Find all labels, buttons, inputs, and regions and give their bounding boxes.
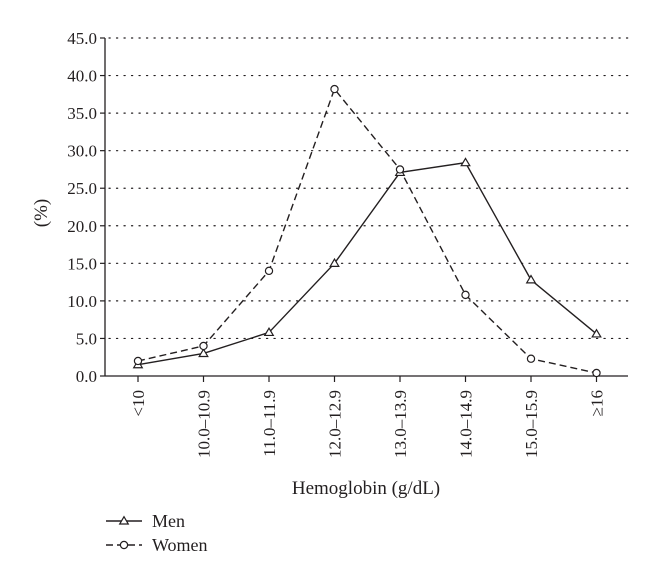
data-point-circle [592,368,601,378]
legend: Men Women [106,511,208,555]
y-tick-label: 25.0 [67,179,97,198]
y-tick-label: 15.0 [67,254,97,273]
x-tick-label: <10 [129,390,148,417]
data-point-circle [526,354,536,363]
data-point-triangle [263,326,275,337]
y-tick-label: 20.0 [67,217,97,236]
y-tick-label: 40.0 [67,67,97,86]
data-point-circle [461,290,470,300]
y-tick-label: 10.0 [67,292,97,311]
y-tick-label: 30.0 [67,142,97,161]
series-lines [132,84,602,378]
y-axis-label: (%) [31,199,52,227]
legend-label-men: Men [152,511,185,531]
y-tick-label: 5.0 [76,329,97,348]
data-point-triangle [329,257,340,267]
data-point-circle [199,341,208,351]
series-line-women [137,87,597,374]
x-tick-label: 14.0–14.9 [457,390,476,458]
x-tick-label: 10.0–10.9 [195,390,214,458]
series-line-men [137,161,597,366]
data-point-circle [119,540,129,550]
y-tick-label: 35.0 [67,104,97,123]
y-tick-labels: 0.0 5.0 10.0 15.0 20.0 25.0 30.0 35.0 40.0 45.0 [67,29,97,386]
data-point-triangle [460,157,471,167]
data-point-triangle [198,347,209,358]
data-point-circle [133,356,143,366]
data-point-circle [264,266,274,276]
x-tick-label: 13.0–13.9 [391,390,410,458]
x-tick-label: ≥16 [588,390,607,416]
x-tick-label: 15.0–15.9 [522,390,541,458]
data-point-triangle [591,328,602,338]
data-point-triangle [118,515,130,525]
data-point-circle [395,165,405,174]
legend-label-women: Women [152,535,208,555]
x-tick-label: 12.0–12.9 [326,390,345,458]
gridlines [108,37,629,340]
axes [100,37,628,382]
x-axis-label: Hemoglobin (g/dL) [292,478,440,499]
data-point-circle [330,84,339,94]
data-point-triangle [525,274,537,284]
y-tick-label: 0.0 [76,367,97,386]
x-tick-labels: <10 10.0–10.9 11.0–11.9 12.0–12.9 13.0–13.9 1… [129,390,607,458]
x-tick-label: 11.0–11.9 [260,390,279,457]
y-tick-label: 45.0 [67,29,97,48]
